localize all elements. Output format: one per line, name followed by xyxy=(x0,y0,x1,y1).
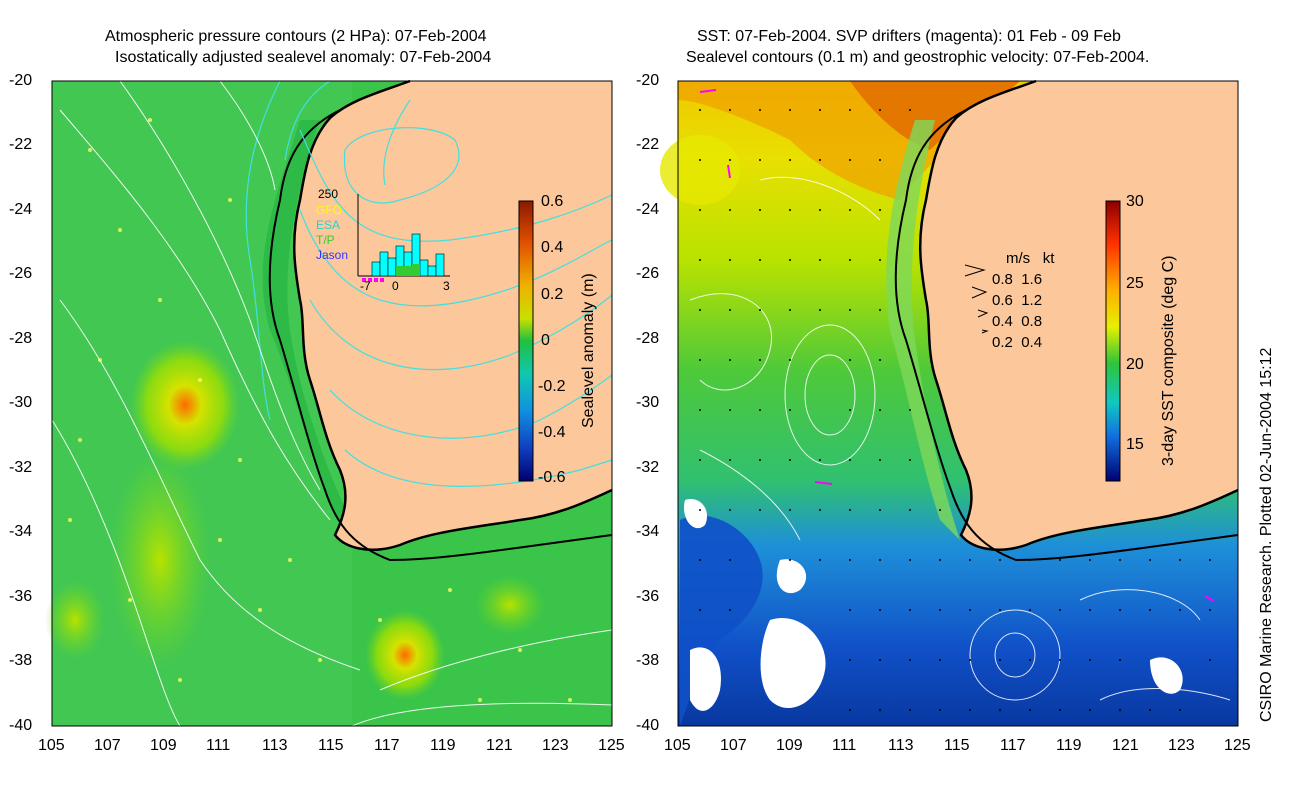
x-tick: 113 xyxy=(262,737,288,754)
x-tick: 111 xyxy=(832,737,857,754)
y-tick: -28 xyxy=(636,330,660,347)
legend-gfo: GFO xyxy=(316,203,342,217)
velocity-legend-header: m/s kt xyxy=(1006,250,1055,267)
right-colorbar xyxy=(1105,200,1121,482)
y-tick: -22 xyxy=(636,136,660,153)
left-title-line2: Isostatically adjusted sealevel anomaly:… xyxy=(115,49,492,66)
y-tick: -32 xyxy=(636,459,660,476)
velocity-legend-row: 0.8 1.6 xyxy=(992,271,1043,288)
colorbar-tick: 30 xyxy=(1126,193,1144,210)
colorbar-tick: 20 xyxy=(1126,356,1144,373)
velocity-legend: m/s kt 0.8 1.6 0.6 1.2 0.4 0.8 0.2 0.4 xyxy=(992,248,1054,353)
x-tick: 109 xyxy=(776,737,803,754)
y-tick: -34 xyxy=(636,523,660,540)
histogram-legend: GFO ESA T/P Jason xyxy=(316,203,348,263)
legend-esa: ESA xyxy=(316,218,341,232)
x-tick: 121 xyxy=(486,737,513,754)
y-tick: -28 xyxy=(9,330,33,347)
legend-jason: Jason xyxy=(316,248,349,262)
right-title-line2: Sealevel contours (0.1 m) and geostrophi… xyxy=(686,49,1150,66)
colorbar-tick: 0.2 xyxy=(541,286,564,303)
velocity-legend-row: 0.2 0.4 xyxy=(992,334,1043,351)
left-plot-frame xyxy=(51,80,613,727)
colorbar-tick: 25 xyxy=(1126,275,1144,292)
x-tick: 107 xyxy=(720,737,747,754)
hist-xlabel: 3 xyxy=(443,279,450,293)
y-tick: -40 xyxy=(9,717,33,734)
hist-xlabel: -7 xyxy=(360,279,371,293)
x-tick: 125 xyxy=(598,737,625,754)
x-tick: 115 xyxy=(318,737,344,754)
left-colorbar xyxy=(518,200,534,482)
hist-xlabel: 0 xyxy=(392,279,399,293)
x-tick: 105 xyxy=(664,737,691,754)
right-title-line1: SST: 07-Feb-2004. SVP drifters (magenta)… xyxy=(697,28,1121,45)
velocity-legend-row: 0.6 1.2 xyxy=(992,292,1043,309)
x-tick: 119 xyxy=(430,737,456,754)
colorbar-tick: -0.4 xyxy=(538,424,566,441)
x-tick: 109 xyxy=(150,737,177,754)
histogram-inset xyxy=(357,194,450,282)
y-tick: -36 xyxy=(9,588,33,605)
y-tick: -32 xyxy=(9,459,33,476)
velocity-legend-arrows xyxy=(964,264,989,334)
y-tick: -34 xyxy=(9,523,33,540)
colorbar-tick: 0.4 xyxy=(541,239,564,256)
x-tick: 125 xyxy=(1224,737,1251,754)
x-tick: 117 xyxy=(1000,737,1026,754)
y-tick: -26 xyxy=(636,265,660,282)
legend-tp: T/P xyxy=(316,233,335,247)
x-tick: 111 xyxy=(206,737,231,754)
colorbar-tick: 15 xyxy=(1126,436,1144,453)
colorbar-tick: -0.6 xyxy=(538,469,566,486)
x-tick: 105 xyxy=(38,737,65,754)
x-tick: 117 xyxy=(374,737,400,754)
left-colorbar-label: Sealevel anomaly (m) xyxy=(580,273,597,428)
x-tick: 121 xyxy=(1112,737,1139,754)
histogram-ymax: 250 xyxy=(318,187,339,201)
x-tick: 123 xyxy=(542,737,569,754)
left-title-line1: Atmospheric pressure contours (2 HPa): 0… xyxy=(105,28,487,45)
y-tick: -30 xyxy=(636,394,660,411)
right-plot-frame xyxy=(677,80,1239,727)
velocity-legend-row: 0.4 0.8 xyxy=(992,313,1043,330)
credit-text: CSIRO Marine Research. Plotted 02-Jun-20… xyxy=(1258,347,1275,722)
y-tick: -22 xyxy=(9,136,33,153)
y-tick: -30 xyxy=(9,394,33,411)
y-tick: -24 xyxy=(9,201,33,218)
right-colorbar-label: 3-day SST composite (deg C) xyxy=(1160,255,1177,466)
x-tick: 113 xyxy=(888,737,914,754)
x-tick: 123 xyxy=(1168,737,1195,754)
right-land xyxy=(920,81,1238,550)
y-tick: -20 xyxy=(636,72,660,89)
y-tick: -36 xyxy=(636,588,660,605)
x-tick: 107 xyxy=(94,737,121,754)
colorbar-tick: -0.2 xyxy=(538,378,566,395)
y-tick: -26 xyxy=(9,265,33,282)
colorbar-tick: 0 xyxy=(541,332,550,349)
y-tick: -20 xyxy=(9,72,33,89)
colorbar-tick: 0.6 xyxy=(541,193,564,210)
y-tick: -24 xyxy=(636,201,660,218)
x-tick: 119 xyxy=(1056,737,1082,754)
y-tick: -38 xyxy=(636,652,660,669)
x-tick: 115 xyxy=(944,737,970,754)
y-tick: -38 xyxy=(9,652,33,669)
y-tick: -40 xyxy=(636,717,660,734)
